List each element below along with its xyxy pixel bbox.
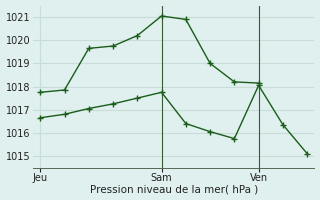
X-axis label: Pression niveau de la mer( hPa ): Pression niveau de la mer( hPa ) [90, 184, 258, 194]
